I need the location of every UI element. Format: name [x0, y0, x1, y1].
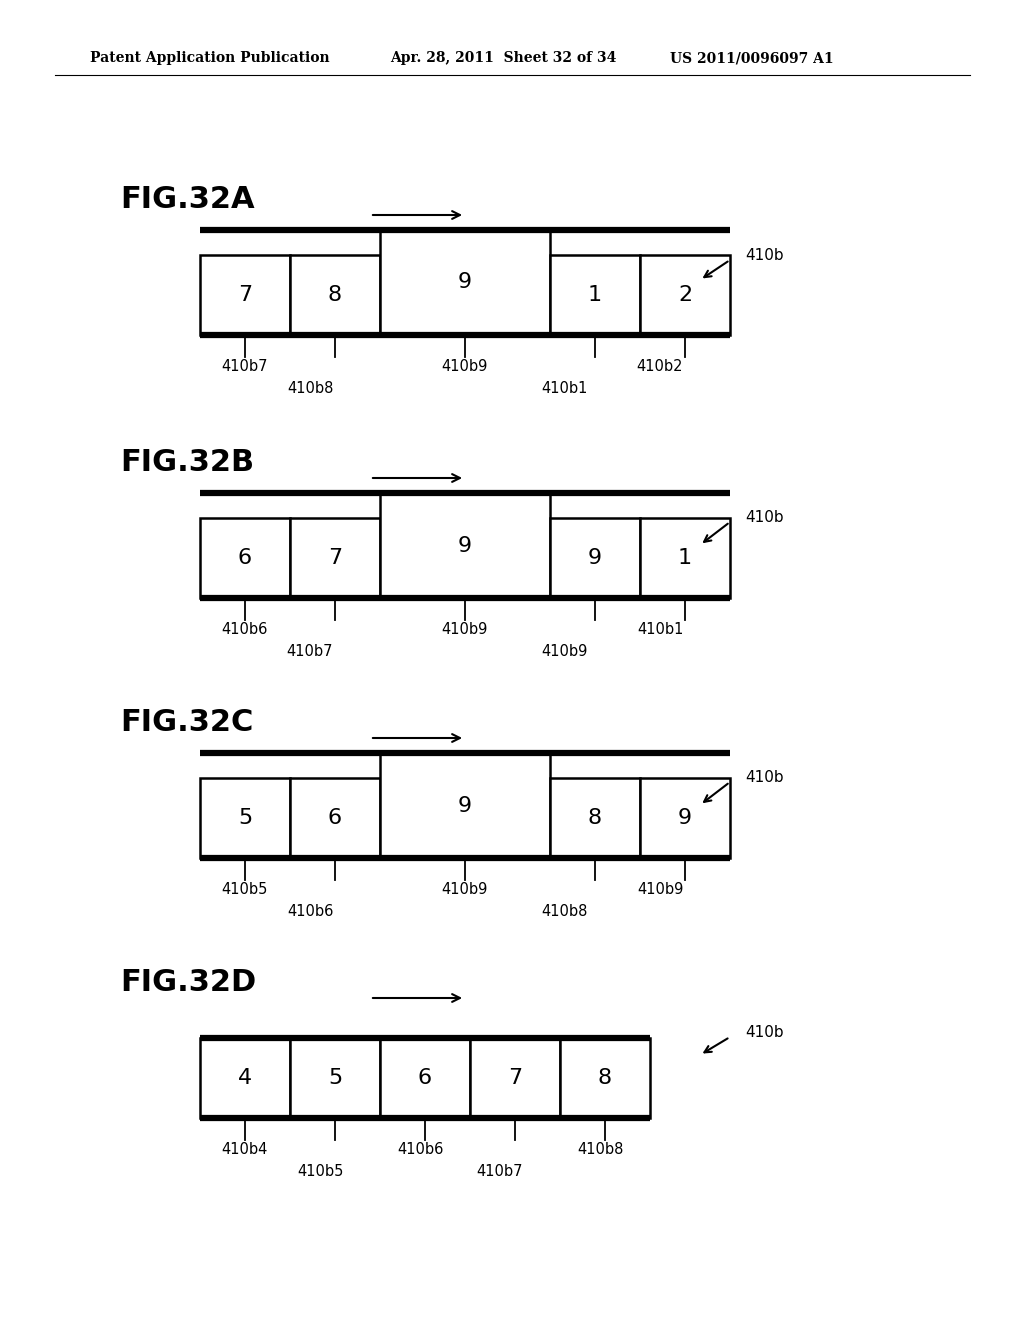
Bar	[200, 1038, 290, 1118]
Text: 410b: 410b	[745, 770, 783, 785]
Bar	[550, 517, 640, 598]
Text: 8: 8	[328, 285, 342, 305]
Bar	[200, 777, 290, 858]
Text: 1: 1	[588, 285, 602, 305]
Text: 410b: 410b	[745, 248, 783, 263]
Text: US 2011/0096097 A1: US 2011/0096097 A1	[670, 51, 834, 65]
Bar	[290, 1038, 380, 1118]
Text: 8: 8	[588, 808, 602, 828]
Text: 410b9: 410b9	[441, 359, 488, 374]
Bar	[380, 230, 550, 335]
Text: 410b7: 410b7	[287, 644, 333, 659]
Text: FIG.32D: FIG.32D	[120, 968, 256, 997]
Bar	[550, 777, 640, 858]
Text: 410b: 410b	[745, 510, 783, 525]
Bar	[290, 255, 380, 335]
Text: 410b1: 410b1	[637, 622, 683, 638]
Text: FIG.32B: FIG.32B	[120, 447, 254, 477]
Bar	[290, 777, 380, 858]
Text: Apr. 28, 2011  Sheet 32 of 34: Apr. 28, 2011 Sheet 32 of 34	[390, 51, 616, 65]
Text: 8: 8	[598, 1068, 612, 1088]
Text: 4: 4	[238, 1068, 252, 1088]
Bar	[200, 517, 290, 598]
Text: 9: 9	[588, 548, 602, 568]
Bar	[560, 1038, 650, 1118]
Text: 410b4: 410b4	[222, 1142, 268, 1158]
Text: 410b7: 410b7	[477, 1164, 523, 1179]
Text: 2: 2	[678, 285, 692, 305]
Text: 7: 7	[238, 285, 252, 305]
Text: 410b6: 410b6	[222, 622, 268, 638]
Text: 6: 6	[238, 548, 252, 568]
Bar	[290, 517, 380, 598]
Text: 7: 7	[328, 548, 342, 568]
Bar	[380, 492, 550, 598]
Text: 410b9: 410b9	[542, 644, 588, 659]
Text: 6: 6	[328, 808, 342, 828]
Text: 5: 5	[238, 808, 252, 828]
Bar	[640, 255, 730, 335]
Text: 410b2: 410b2	[637, 359, 683, 374]
Text: 410b6: 410b6	[397, 1142, 443, 1158]
Text: 410b1: 410b1	[542, 381, 588, 396]
Text: 9: 9	[458, 272, 472, 293]
Bar	[470, 1038, 560, 1118]
Text: 410b6: 410b6	[287, 904, 333, 919]
Text: 410b: 410b	[745, 1026, 783, 1040]
Text: 410b9: 410b9	[441, 622, 488, 638]
Text: 410b9: 410b9	[637, 882, 683, 898]
Text: 410b9: 410b9	[441, 882, 488, 898]
Text: 5: 5	[328, 1068, 342, 1088]
Text: FIG.32A: FIG.32A	[120, 185, 255, 214]
Text: 410b7: 410b7	[222, 359, 268, 374]
Text: 9: 9	[458, 796, 472, 816]
Bar	[550, 255, 640, 335]
Text: 1: 1	[678, 548, 692, 568]
Text: FIG.32C: FIG.32C	[120, 708, 253, 737]
Bar	[380, 752, 550, 858]
Text: Patent Application Publication: Patent Application Publication	[90, 51, 330, 65]
Text: 9: 9	[678, 808, 692, 828]
Bar	[640, 517, 730, 598]
Text: 6: 6	[418, 1068, 432, 1088]
Text: 410b5: 410b5	[297, 1164, 343, 1179]
Text: 9: 9	[458, 536, 472, 556]
Bar	[640, 777, 730, 858]
Text: 410b8: 410b8	[577, 1142, 624, 1158]
Bar	[380, 1038, 470, 1118]
Text: 410b8: 410b8	[542, 904, 588, 919]
Text: 7: 7	[508, 1068, 522, 1088]
Text: 410b5: 410b5	[222, 882, 268, 898]
Text: 410b8: 410b8	[287, 381, 333, 396]
Bar	[200, 255, 290, 335]
